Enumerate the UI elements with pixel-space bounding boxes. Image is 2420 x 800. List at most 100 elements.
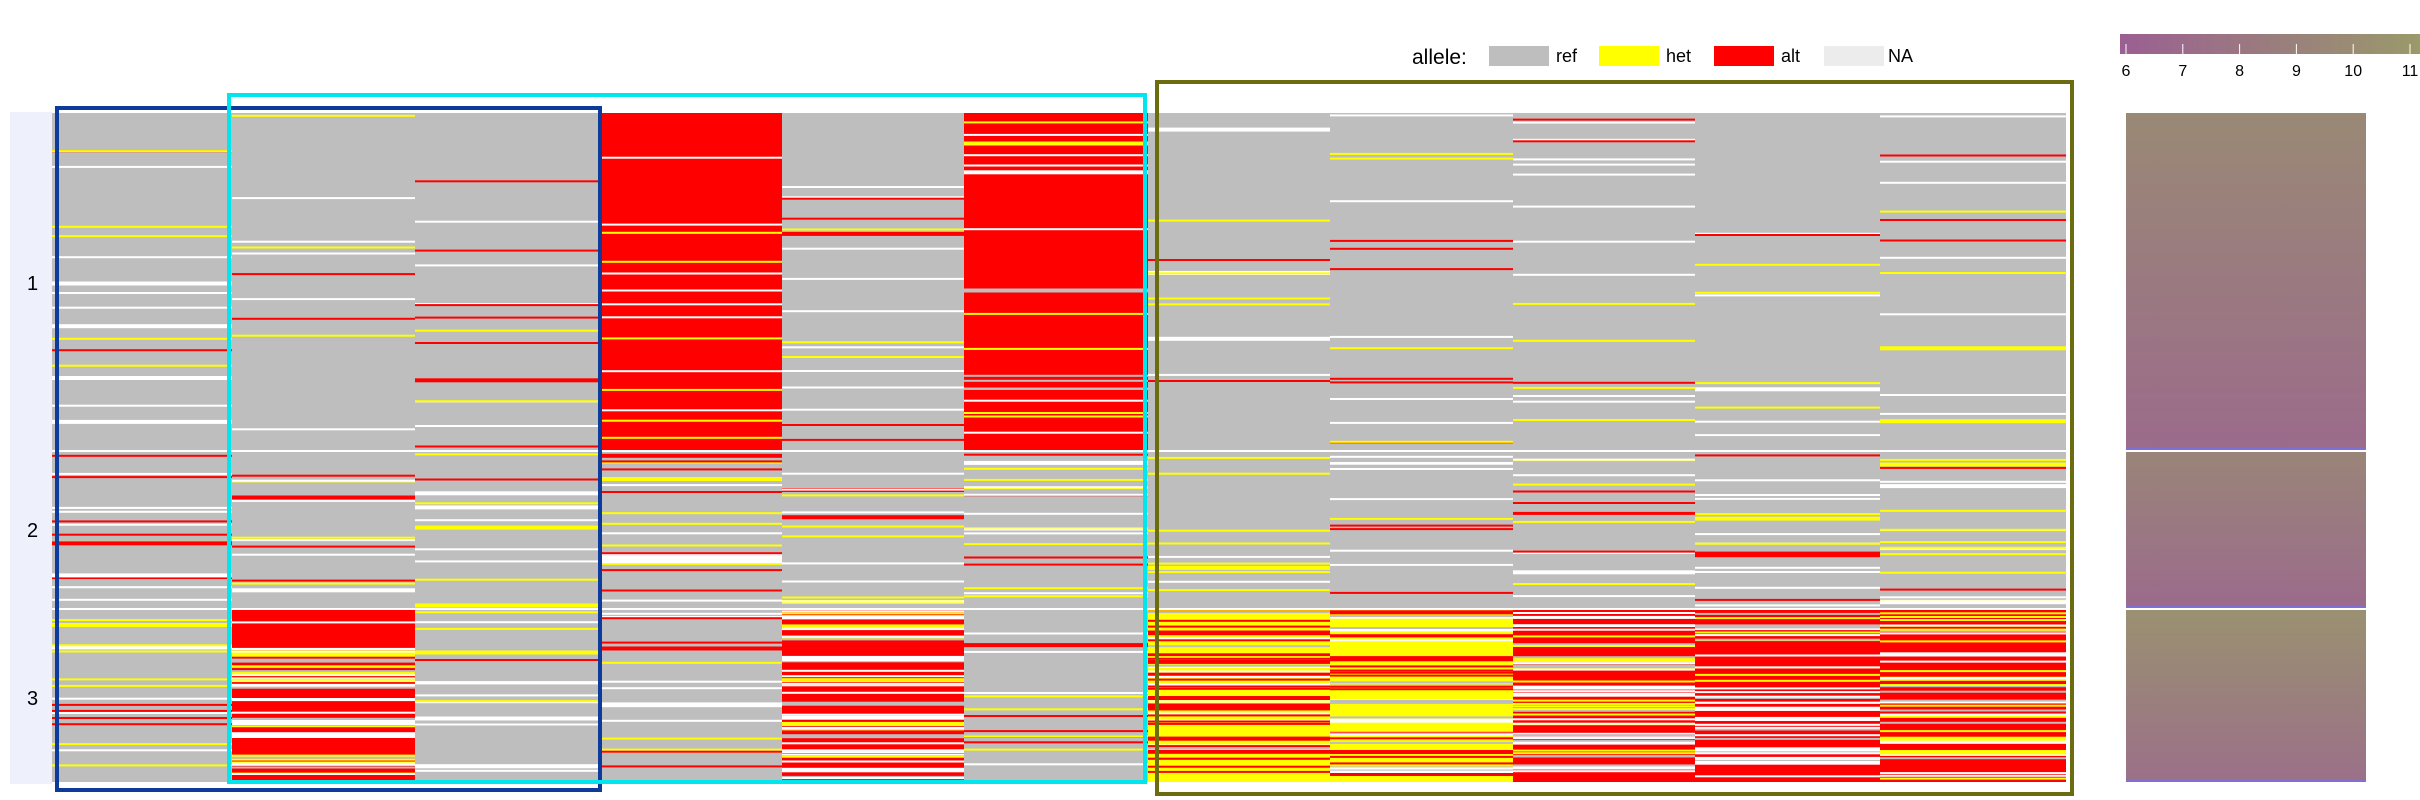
heatmap-cell (964, 113, 1148, 450)
heatmap-stripe (782, 660, 964, 663)
heatmap-stripe (1695, 516, 1880, 521)
heatmap-stripe (600, 491, 782, 493)
heatmap-stripe (415, 578, 600, 581)
heatmap-stripe (1695, 387, 1880, 392)
heatmap-stripe (1330, 268, 1513, 271)
heatmap-stripe (1880, 239, 2066, 242)
heatmap-stripe (1880, 624, 2066, 627)
heatmap-stripe (1513, 658, 1695, 662)
legend-swatch-het (1599, 46, 1659, 66)
heatmap-stripe (964, 121, 1148, 124)
heatmap-stripe (1880, 704, 2066, 707)
heatmap-stripe (1880, 757, 2066, 760)
heatmap-stripe (415, 304, 600, 307)
heatmap-stripe (232, 545, 415, 548)
heatmap-stripe (1513, 734, 1695, 737)
row-group-2 (52, 452, 2066, 608)
heatmap-stripe (1880, 612, 2066, 615)
heatmap-stripe (1880, 313, 2066, 316)
heatmap-stripe (1880, 677, 2066, 680)
heatmap-stripe (782, 386, 964, 389)
heatmap-stripe (1148, 683, 1330, 686)
heatmap-stripe (415, 603, 600, 608)
heatmap-stripe (52, 454, 232, 457)
heatmap-stripe (232, 699, 415, 702)
row-group-label-2: 2 (27, 520, 38, 542)
legend-label-het: het (1666, 46, 1691, 66)
heatmap-stripe (1880, 739, 2066, 744)
heatmap-stripe (1880, 616, 2066, 618)
heatmap-stripe (1513, 668, 1695, 671)
heatmap-stripe (232, 499, 415, 502)
heatmap-stripe (1513, 755, 1695, 758)
heatmap-stripe (52, 376, 232, 380)
heatmap-stripe (782, 742, 964, 745)
heatmap-stripe (1148, 672, 1330, 677)
heatmap-stripe (415, 303, 600, 305)
heatmap-stripe (1880, 678, 2066, 681)
heatmap-stripe (782, 775, 964, 778)
heatmap-stripe (1330, 610, 1513, 615)
heatmap-stripe (1513, 583, 1695, 585)
heatmap-stripe (1148, 705, 1330, 709)
heatmap-stripe (782, 769, 964, 772)
heatmap-stripe (1513, 612, 1695, 614)
heatmap-stripe (52, 573, 232, 578)
heatmap-stripe (782, 615, 964, 618)
heatmap-stripe (1330, 716, 1513, 719)
heatmap-stripe (782, 635, 964, 638)
heatmap-cell (1148, 113, 1330, 450)
heatmap-stripe (52, 476, 232, 479)
heatmap-stripe (1880, 412, 2066, 415)
heatmap-stripe (1880, 684, 2066, 686)
heatmap-stripe (782, 535, 964, 538)
heatmap-stripe (1695, 737, 1880, 740)
heatmap-stripe (600, 612, 782, 615)
heatmap-stripe (600, 646, 782, 651)
heatmap-stripe (600, 156, 782, 159)
heatmap-stripe (232, 732, 415, 737)
heatmap-stripe (1513, 520, 1695, 523)
heatmap-stripe (1880, 462, 2066, 465)
heatmap-stripe (415, 694, 600, 697)
heatmap-stripe (1148, 708, 1330, 711)
heatmap-stripe (1695, 406, 1880, 409)
heatmap-stripe (1513, 752, 1695, 755)
heatmap-stripe (1880, 484, 2066, 489)
heatmap-stripe (1880, 619, 2066, 621)
heatmap-stripe (415, 491, 600, 496)
heatmap-stripe (782, 370, 964, 372)
heatmap-stripe (415, 682, 600, 685)
heatmap-stripe (600, 661, 782, 664)
heatmap-stripe (1513, 474, 1695, 477)
heatmap-stripe (1148, 722, 1330, 725)
heatmap-stripe (1330, 656, 1513, 661)
heatmap-stripe (415, 659, 600, 661)
heatmap-stripe (782, 277, 964, 280)
heatmap-stripe (1330, 751, 1513, 754)
heatmap-stripe (232, 725, 415, 728)
heatmap-stripe (232, 317, 415, 320)
color-scale-tick-label: 8 (2235, 63, 2244, 80)
heatmap-stripe (1148, 272, 1330, 275)
heatmap-stripe (600, 370, 782, 373)
heatmap-stripe (782, 580, 964, 583)
heatmap-stripe (232, 246, 415, 249)
heatmap-stripe (1513, 740, 1695, 745)
heatmap-stripe (964, 692, 1148, 694)
heatmap-stripe (1695, 759, 1880, 762)
heatmap-stripe (232, 273, 415, 276)
heatmap-stripe (1695, 420, 1880, 423)
column-block-outlines (55, 80, 2074, 796)
heatmap-stripe (415, 505, 600, 510)
heatmap-stripe (964, 563, 1148, 566)
heatmap-stripe (1513, 163, 1695, 166)
heatmap-stripe (782, 638, 964, 641)
heatmap-stripe (782, 596, 964, 599)
heatmap-stripe (1880, 272, 2066, 274)
heatmap-cell (1695, 452, 1880, 608)
heatmap-stripe (232, 497, 415, 500)
heatmap-stripe (1148, 219, 1330, 222)
heatmap-stripe (782, 186, 964, 188)
